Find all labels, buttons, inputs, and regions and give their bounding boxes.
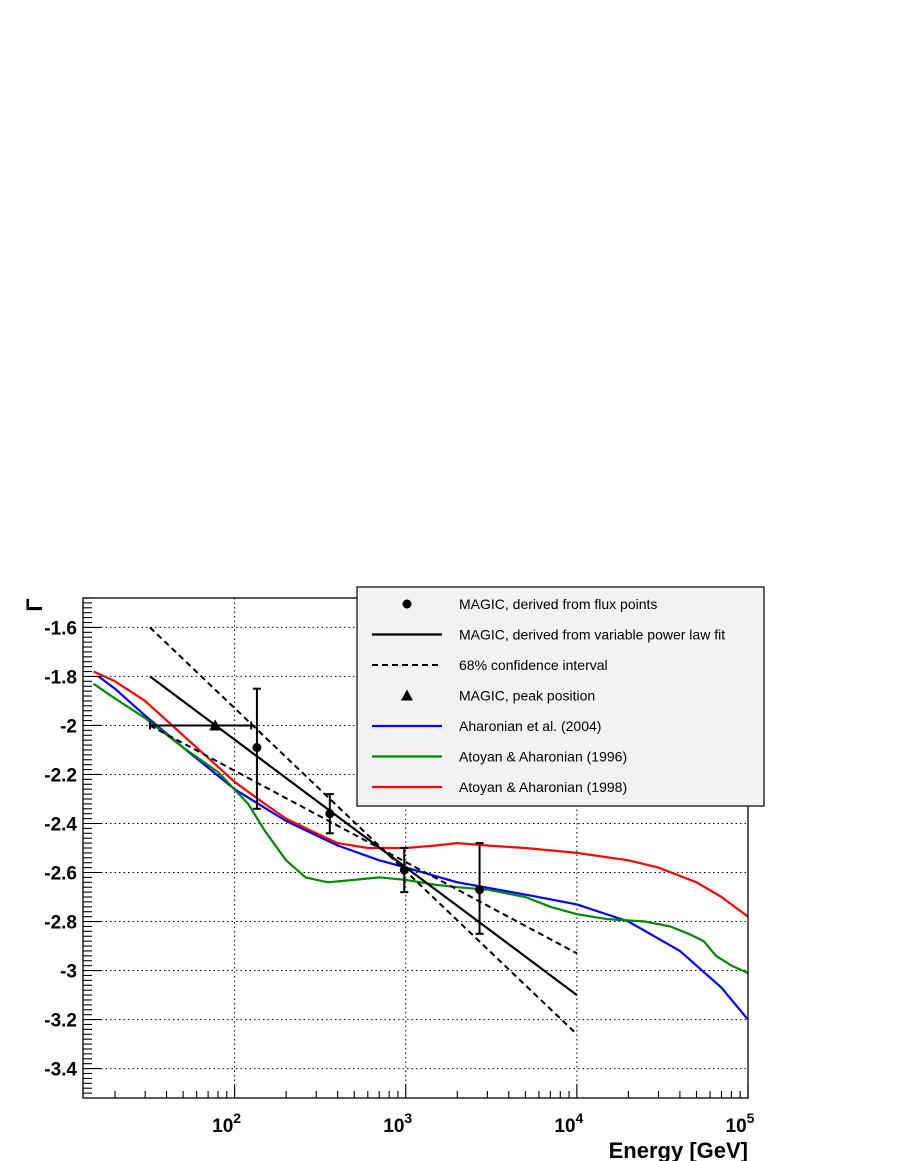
x-tick-label: 105 xyxy=(726,1110,755,1137)
atoyan-1996-curve xyxy=(92,682,749,975)
y-tick-label: -2.2 xyxy=(44,765,77,786)
y-tick-label: -3.4 xyxy=(44,1060,77,1081)
x-tick-label: 103 xyxy=(383,1110,412,1137)
atoyan-1998-curve xyxy=(93,670,749,918)
legend-label: MAGIC, derived from variable power law f… xyxy=(459,627,725,643)
power-law-fit-line xyxy=(149,675,578,996)
y-tick-label: -3.2 xyxy=(44,1011,77,1032)
y-tick-label: -3 xyxy=(60,962,77,983)
flux-point xyxy=(325,809,335,819)
y-axis-title: Γ xyxy=(22,598,47,611)
legend-label: Aharonian et al. (2004) xyxy=(459,718,601,734)
legend-symbol-triangle xyxy=(401,689,413,701)
legend-label: MAGIC, derived from flux points xyxy=(459,596,657,612)
legend-label: Atoyan & Aharonian (1996) xyxy=(459,749,627,765)
y-tick-label: -2.4 xyxy=(44,814,77,835)
y-tick-label: -1.6 xyxy=(44,618,77,639)
legend-symbol-circle xyxy=(402,599,412,609)
y-tick-label: -1.8 xyxy=(44,667,77,688)
legend-box xyxy=(356,586,765,807)
legend: MAGIC, derived from flux points MAGIC, de… xyxy=(356,586,765,807)
flux-point xyxy=(252,743,262,753)
flux-point xyxy=(399,865,409,875)
confidence-lower-line xyxy=(149,724,578,955)
x-axis-title: Energy [GeV] xyxy=(609,1138,748,1161)
legend-label: Atoyan & Aharonian (1998) xyxy=(459,779,627,795)
peak-marker xyxy=(209,719,222,731)
plot-area xyxy=(92,626,749,1036)
axis-ticks: -1.6 -1.8 -2 -2.2 -2.4 -2.6 -2.8 -3 -3.2 -3.4 102 1… xyxy=(44,597,755,1137)
x-tick-label: 104 xyxy=(554,1110,583,1137)
y-tick-label: -2.6 xyxy=(44,864,77,885)
y-tick-label: -2.8 xyxy=(44,913,77,934)
confidence-upper-line xyxy=(149,626,578,1036)
legend-label: 68% confidence interval xyxy=(459,657,608,673)
flux-point xyxy=(475,885,485,895)
x-tick-label: 102 xyxy=(212,1110,241,1137)
legend-label: MAGIC, peak position xyxy=(459,688,595,704)
y-tick-label: -2 xyxy=(60,716,77,737)
